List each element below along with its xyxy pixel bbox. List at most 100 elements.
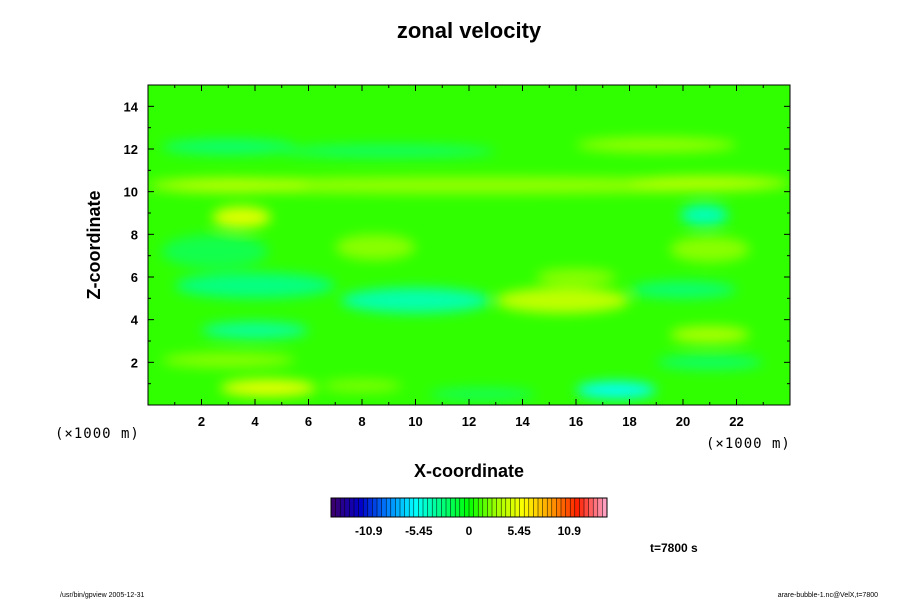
colorbar-cell (579, 498, 585, 517)
footer-right: arare-bubble-1.nc@VelX,t=7800 (778, 592, 878, 599)
x-tick-label: 18 (622, 414, 636, 429)
colorbar-cell (469, 498, 475, 517)
colorbar-cell (340, 498, 346, 517)
field-feature (174, 176, 764, 194)
colorbar-cell (404, 498, 410, 517)
colorbar-cell (574, 498, 580, 517)
x-axis-label: X-coordinate (414, 461, 524, 481)
x-tick-label: 10 (408, 414, 422, 429)
colorbar-cell (597, 498, 603, 517)
colorbar-cell (409, 498, 415, 517)
colorbar-cell (372, 498, 378, 517)
y-tick-label: 6 (131, 270, 138, 285)
colorbar-cell (418, 498, 424, 517)
colorbar-cell (542, 498, 548, 517)
field-feature (161, 139, 296, 155)
field-feature (201, 321, 309, 339)
colorbar-cell (515, 498, 521, 517)
footer-left: /usr/bin/gpview 2005-12-31 (60, 592, 145, 599)
colorbar-cell (593, 498, 599, 517)
field-feature (212, 206, 272, 228)
colorbar-cell (528, 498, 534, 517)
colorbar-cell (570, 498, 576, 517)
colorbar-cell (565, 498, 571, 517)
x-unit-right: (×1000 m) (706, 436, 791, 452)
colorbar-cell (386, 498, 392, 517)
colorbar-cell (331, 498, 337, 517)
colorbar-cell (464, 498, 470, 517)
colorbar-tick-label: -5.45 (405, 524, 433, 538)
colorbar-cell (349, 498, 355, 517)
colorbar-cell (427, 498, 433, 517)
x-tick-label: 8 (358, 414, 365, 429)
colorbar-cell (395, 498, 401, 517)
colorbar-cell (473, 498, 479, 517)
colorbar-cell (390, 498, 396, 517)
colorbar-frame (330, 497, 608, 518)
x-tick-label: 4 (251, 414, 259, 429)
colorbar-cell (561, 498, 567, 517)
colorbar-cell (400, 498, 406, 517)
colorbar-cell (533, 498, 539, 517)
y-tick-label: 10 (124, 185, 138, 200)
y-tick-label: 12 (124, 142, 138, 157)
field-feature (669, 326, 750, 344)
field-feature (340, 287, 491, 314)
y-tick-label: 2 (131, 355, 138, 370)
colorbar-tick-label: -10.9 (355, 524, 383, 538)
field-feature (335, 234, 416, 260)
colorbar-cell (436, 498, 442, 517)
x-tick-label: 12 (462, 414, 476, 429)
time-annotation: t=7800 s (650, 541, 698, 555)
colorbar-cell (413, 498, 419, 517)
colorbar-cell (487, 498, 493, 517)
colorbar-cell (367, 498, 373, 517)
field-feature (535, 268, 617, 286)
colorbar-cell (446, 498, 452, 517)
field-feature (161, 234, 269, 269)
field-feature (281, 144, 496, 158)
x-tick-label: 6 (305, 414, 312, 429)
colorbar-cell (492, 498, 498, 517)
x-axis: 2 4 6 8 10 12 14 16 18 20 22 (174, 85, 764, 429)
field-feature (576, 137, 737, 153)
y-axis-label: Z-coordinate (84, 190, 104, 299)
colorbar-cell (510, 498, 516, 517)
colorbar-cell (505, 498, 511, 517)
colorbar-cell (358, 498, 364, 517)
colorbar-cell (588, 498, 594, 517)
colorbar-cell (381, 498, 387, 517)
x-tick-label: 16 (569, 414, 583, 429)
colorbar-cell (450, 498, 456, 517)
field-feature (220, 379, 317, 397)
field-feature (161, 352, 296, 368)
colorbar-cell (363, 498, 369, 517)
y-tick-label: 4 (131, 313, 139, 328)
field-feature (428, 387, 536, 401)
colorbar-cell (602, 498, 608, 517)
colorbar-cell (501, 498, 507, 517)
colorbar-cell (524, 498, 530, 517)
field-feature (669, 236, 750, 263)
x-unit-left: (×1000 m) (55, 426, 140, 442)
colorbar-cell (482, 498, 488, 517)
colorbar-cell (455, 498, 461, 517)
x-tick-label: 22 (729, 414, 743, 429)
colorbar-ticks: -10.9 -5.45 0 5.45 10.9 (355, 524, 581, 538)
colorbar-cell (441, 498, 447, 517)
field-structures (148, 137, 790, 401)
colorbar-cell (335, 498, 341, 517)
field-feature (576, 381, 657, 399)
colorbar-cell (547, 498, 553, 517)
field-feature (629, 281, 737, 299)
colorbar-cell (551, 498, 557, 517)
colorbar-tick-label: 0 (466, 524, 473, 538)
colorbar-cell (519, 498, 525, 517)
y-tick-label: 8 (131, 227, 138, 242)
colorbar-cell (423, 498, 429, 517)
colorbar-tick-label: 5.45 (507, 524, 531, 538)
field-feature (174, 272, 336, 299)
colorbar-cell (354, 498, 360, 517)
colorbar (330, 498, 608, 517)
